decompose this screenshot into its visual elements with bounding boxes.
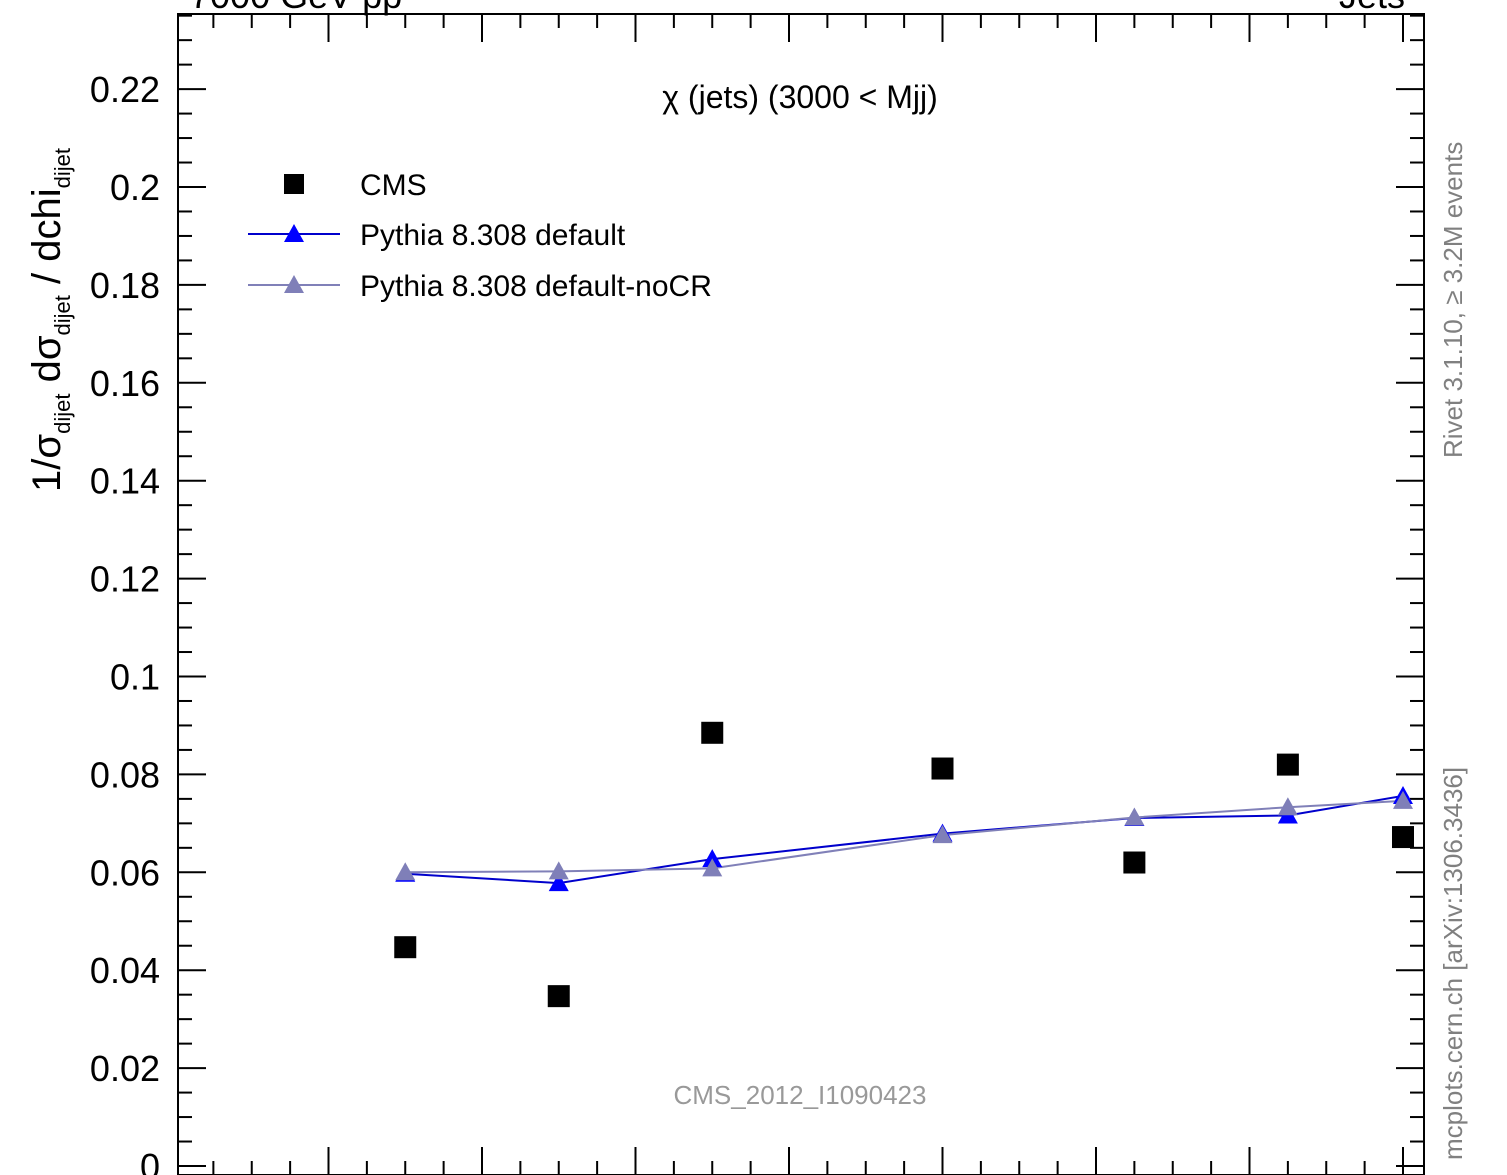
rivet-info-text: Rivet 3.1.10, ≥ 3.2M events (1438, 142, 1468, 458)
data-point-cms (931, 757, 954, 780)
analysis-watermark: CMS_2012_I1090423 (674, 1080, 927, 1110)
legend-marker-pythia-nocr (284, 275, 304, 293)
series-line-pythia-nocr (405, 799, 1404, 874)
y-tick-label: 0.22 (90, 69, 160, 110)
y-tick-label: 0.16 (90, 363, 160, 404)
legend-label-pythia-default: Pythia 8.308 default (360, 219, 626, 252)
y-tick-label: 0.12 (90, 559, 160, 600)
legend-label-pythia-nocr: Pythia 8.308 default-noCR (360, 270, 712, 303)
y-label-main: 1/σ (25, 434, 69, 492)
data-point-pythia-nocr (395, 862, 416, 881)
data-point-cms (1392, 826, 1414, 849)
y-label-mid2: / dchi (25, 188, 69, 295)
header-left-text: 7000 GeV pp (190, 0, 402, 16)
y-label-sub3: dijet (50, 148, 75, 188)
x-axis-ticks (212, 14, 1404, 1175)
y-tick-label: 0.08 (90, 754, 160, 795)
y-label-sub2: dijet (50, 295, 75, 335)
data-point-pythia-nocr (1277, 797, 1298, 816)
y-axis-ticks (178, 14, 1424, 1167)
data-point-pythia-default (548, 873, 569, 892)
data-point-cms (701, 721, 724, 744)
data-point-cms (547, 985, 570, 1008)
data-point-pythia-nocr (932, 825, 953, 844)
y-axis-label: 1/σdijet dσdijet / dchidijet (25, 148, 75, 492)
chart-title: χ (jets) (3000 < Mjj) (662, 79, 938, 115)
data-point-pythia-nocr (1393, 790, 1413, 809)
y-tick-label: 0.18 (90, 265, 160, 306)
y-label-sub1: dijet (50, 394, 75, 434)
y-tick-label: 0 (140, 1146, 160, 1175)
plot-frame (177, 13, 1425, 1175)
data-point-pythia-nocr (1124, 807, 1145, 826)
data-point-pythia-nocr (702, 858, 723, 877)
y-tick-label: 0.06 (90, 852, 160, 893)
y-tick-label: 0.1 (110, 657, 160, 698)
y-axis-tick-labels: 0 0.02 0.04 0.06 0.08 0.1 0.12 0.14 0.16 0.18 0.2 0… (90, 69, 160, 1175)
data-point-pythia-default (702, 849, 723, 868)
legend: CMS Pythia 8.308 default Pythia 8.308 de… (248, 169, 712, 303)
y-tick-label: 0.04 (90, 950, 160, 991)
legend-label-cms: CMS (360, 169, 427, 202)
legend-marker-pythia-default (284, 224, 304, 242)
data-point-cms (394, 936, 417, 959)
series-markers (394, 721, 1414, 1008)
y-tick-label: 0.14 (90, 461, 160, 502)
header-right-text: Jets (1339, 0, 1405, 16)
y-tick-label: 0.2 (110, 167, 160, 208)
mcplots-info-text: mcplots.cern.ch [arXiv:1306.3436] (1438, 767, 1468, 1160)
legend-marker-cms (284, 174, 304, 194)
y-label-mid: dσ (25, 335, 69, 393)
data-point-pythia-nocr (548, 861, 569, 880)
data-point-cms (1123, 851, 1146, 874)
y-tick-label: 0.02 (90, 1048, 160, 1089)
data-point-cms (1276, 753, 1299, 776)
